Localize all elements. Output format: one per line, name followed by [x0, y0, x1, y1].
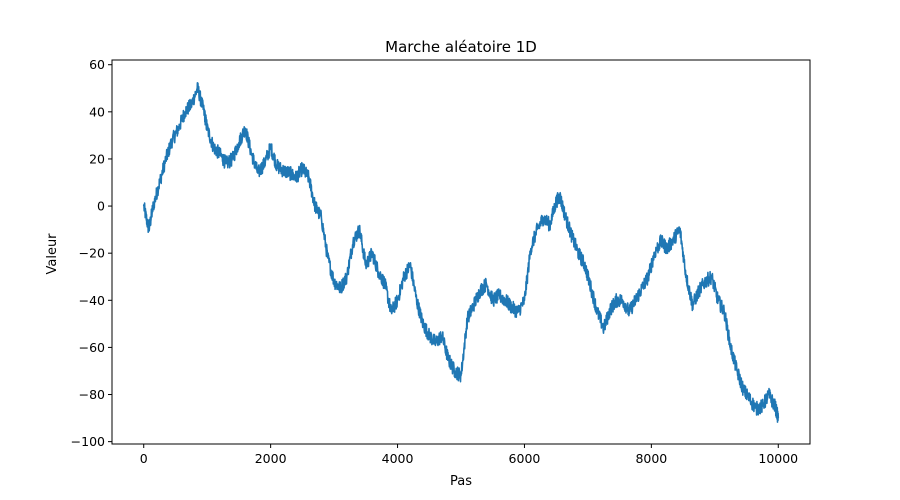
x-tick-label: 0: [140, 451, 148, 466]
series-layer: [142, 82, 780, 423]
chart-title: Marche aléatoire 1D: [385, 38, 537, 56]
y-tick-label: −60: [79, 340, 105, 355]
plot-frame: [111, 59, 811, 445]
x-tick-label: 10000: [758, 451, 798, 466]
y-axis-label: Valeur: [45, 233, 60, 275]
x-axis-label: Pas: [450, 474, 472, 489]
series-line: [142, 82, 780, 423]
x-tick-label: 6000: [509, 451, 541, 466]
y-tick-label: 0: [97, 199, 105, 214]
axes-layer: 0 2000 4000 6000 8000 10000 −100 −80 −60 −40 −20 0 2…: [71, 57, 811, 466]
x-tick-label: 2000: [255, 451, 287, 466]
x-tick-label: 4000: [382, 451, 414, 466]
y-tick-label: 20: [89, 151, 105, 166]
y-tick-label: −40: [79, 293, 105, 308]
y-tick-label: −100: [71, 434, 105, 449]
y-tick-label: 40: [89, 104, 105, 119]
y-tick-label: 60: [89, 57, 105, 72]
y-tick-label: −20: [79, 246, 105, 261]
x-tick-label: 8000: [635, 451, 667, 466]
y-tick-label: −80: [79, 387, 105, 402]
